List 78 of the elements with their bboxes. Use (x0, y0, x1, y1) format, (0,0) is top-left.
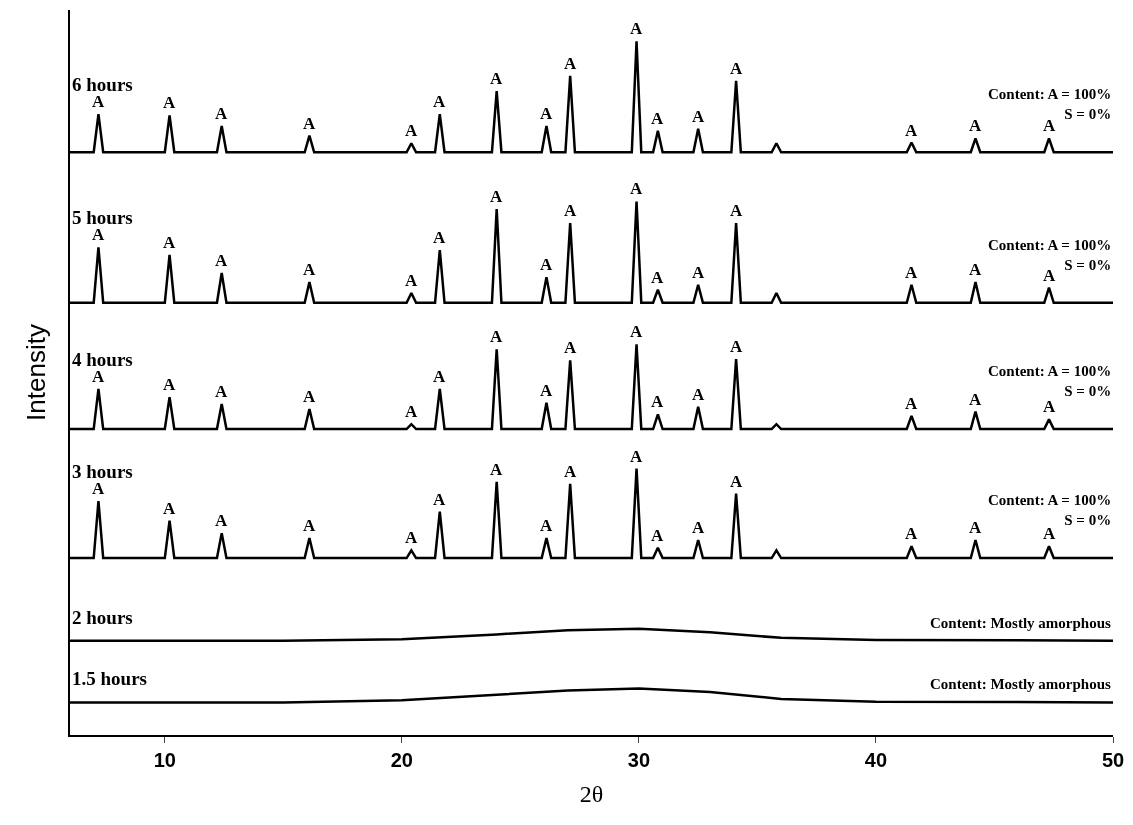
annotation: A (730, 201, 743, 220)
annotation: A (163, 499, 176, 518)
series-label: 4 hours (72, 349, 133, 370)
annotation: A (405, 271, 418, 290)
annotation: A (303, 387, 316, 406)
annotation: Content: A = 100% S = 0% (988, 363, 1112, 399)
annotation: A (630, 447, 643, 466)
annotation: A (215, 251, 228, 270)
annotation: A (692, 518, 705, 537)
annotation: A (1043, 397, 1056, 416)
annotation: A (630, 322, 643, 341)
annotation: A (905, 121, 918, 140)
x-tick-label: 40 (864, 748, 888, 771)
annotation: A (215, 104, 228, 123)
annotation: A (405, 121, 418, 140)
annotation: A (692, 263, 705, 282)
annotation: A (303, 260, 316, 279)
series-label: 1.5 hours (72, 668, 147, 689)
annotation: A (730, 472, 743, 491)
annotation: A (651, 392, 664, 411)
annotation: A (163, 93, 176, 112)
annotation: A (692, 385, 705, 404)
annotation: A (163, 375, 176, 394)
annotation: A (163, 233, 176, 252)
annotation: A (92, 479, 105, 498)
x-axis-title: 2θ (579, 780, 604, 807)
annotation: A (564, 338, 577, 357)
annotation: A (490, 327, 503, 346)
annotation: A (540, 255, 553, 274)
annotation: A (905, 524, 918, 543)
annotation: A (405, 528, 418, 547)
annotation: A (651, 109, 664, 128)
annotation: A (303, 114, 316, 133)
annotation: A (215, 511, 228, 530)
annotation: A (630, 179, 643, 198)
annotation: A (92, 367, 105, 386)
annotation: A (540, 381, 553, 400)
annotation: A (490, 187, 503, 206)
series-label: 2 hours (72, 607, 133, 628)
annotation: A (433, 367, 446, 386)
x-tick-label: 50 (1101, 748, 1125, 771)
annotation: A (651, 268, 664, 287)
series-label: 3 hours (72, 461, 133, 482)
annotation: A (303, 516, 316, 535)
annotation: A (651, 526, 664, 545)
annotation: A (540, 516, 553, 535)
x-tick-label: 20 (390, 748, 413, 771)
series-label: 6 hours (72, 74, 133, 95)
annotation: A (730, 337, 743, 356)
annotation: A (564, 54, 577, 73)
annotation: A (969, 390, 982, 409)
annotation: A (405, 402, 418, 421)
annotation: A (969, 260, 982, 279)
annotation: A (564, 462, 577, 481)
y-axis-title: Intensity (21, 324, 52, 421)
annotation: A (92, 92, 105, 111)
annotation: A (215, 382, 228, 401)
annotation: A (1043, 116, 1056, 135)
annotation: A (730, 59, 743, 78)
annotation: A (692, 107, 705, 126)
annotation: A (490, 69, 503, 88)
x-tick-label: 30 (627, 748, 651, 771)
annotation: A (969, 116, 982, 135)
annotation: A (433, 490, 446, 509)
x-tick-label: 10 (153, 748, 176, 771)
annotation: A (905, 263, 918, 282)
series-label: 5 hours (72, 207, 133, 228)
annotation: A (540, 104, 553, 123)
annotation: A (490, 460, 503, 479)
annotation: A (630, 19, 643, 38)
annotation: A (905, 394, 918, 413)
annotation: Content: Mostly amorphous (930, 676, 1111, 692)
annotation: Content: Mostly amorphous (930, 615, 1111, 631)
annotation: A (564, 201, 577, 220)
annotation: A (433, 92, 446, 111)
annotation: A (92, 225, 105, 244)
annotation: A (433, 228, 446, 247)
annotation: A (969, 518, 982, 537)
